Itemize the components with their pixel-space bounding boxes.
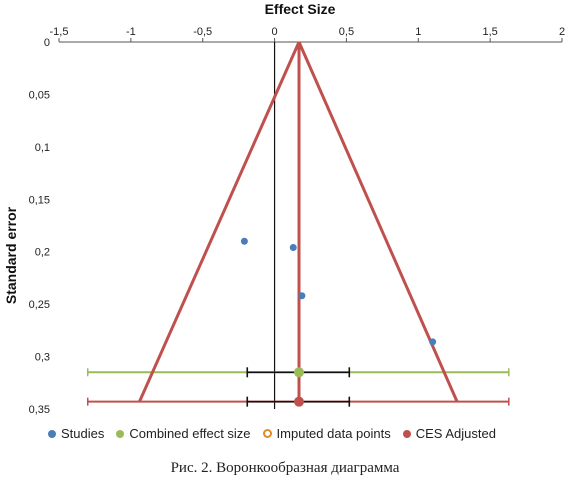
ces-adjusted-marker-icon (402, 429, 411, 438)
legend-label-imputed-data-points: Imputed data points (276, 426, 391, 441)
y-tick-label: 0,25 (29, 299, 50, 311)
studies-marker-icon (48, 429, 56, 438)
figure-caption: Рис. 2. Воронкообразная диаграмма (170, 460, 400, 476)
x-tick-label: 1 (415, 26, 421, 38)
x-tick-label: -0,5 (193, 26, 212, 38)
x-tick-label: -1,5 (50, 26, 69, 38)
legend-item-ces-adjusted: CES Adjusted (402, 426, 496, 441)
funnel-left-edge (138, 41, 301, 403)
legend-item-studies: Studies (48, 426, 104, 441)
legend-label-ces-adjusted: CES Adjusted (415, 426, 496, 441)
legend-item-imputed-data-points: Imputed data points (262, 426, 391, 441)
data-point (294, 367, 305, 378)
y-tick-label: 0,1 (35, 142, 50, 154)
combined-effect-marker-icon (116, 429, 125, 438)
data-point (289, 244, 297, 252)
y-tick-label: 0,3 (35, 352, 50, 364)
imputed-marker-icon (262, 429, 272, 438)
legend-label-combined-effect-size: Combined effect size (129, 426, 251, 441)
y-tick-label: 0,15 (29, 194, 50, 206)
x-axis-title: Effect Size (265, 1, 336, 17)
x-tick-label: 0,5 (339, 26, 354, 38)
y-tick-label: 0,05 (29, 89, 50, 101)
data-point (429, 338, 437, 346)
y-axis-title: Standard error (3, 206, 19, 304)
y-tick-label: 0,35 (29, 404, 50, 416)
legend-item-combined-effect-size: Combined effect size (116, 426, 251, 441)
legend-label-studies: Studies (61, 426, 105, 441)
funnel-right-edge (297, 41, 459, 403)
x-tick-label: 2 (559, 26, 565, 38)
x-tick-label: -1 (126, 26, 136, 38)
data-point (240, 237, 248, 245)
x-tick-label: 1,5 (482, 26, 497, 38)
y-tick-label: 0 (44, 37, 50, 49)
x-tick-label: 0 (272, 26, 278, 38)
y-tick-label: 0,2 (35, 247, 50, 259)
data-point (294, 396, 305, 407)
legend: Studies Combined effect size Imputed dat… (48, 426, 508, 441)
data-point (298, 292, 306, 300)
